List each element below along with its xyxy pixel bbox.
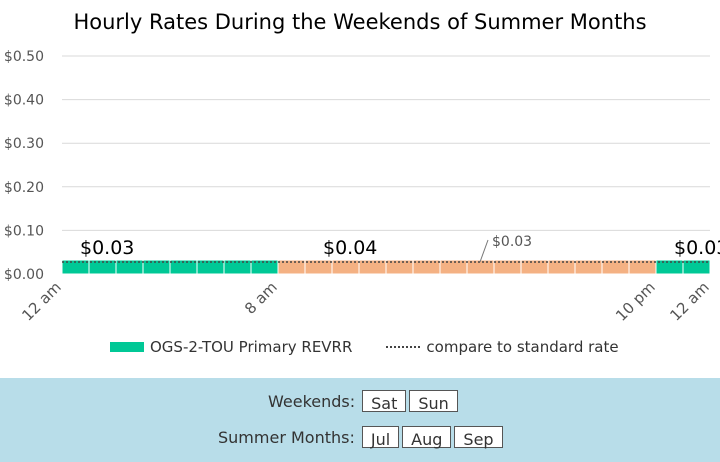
- data-label: $0.03: [674, 237, 720, 259]
- jul-button[interactable]: Jul: [361, 426, 400, 449]
- x-tick-label: 12 am: [666, 278, 712, 324]
- months-row: Summer Months: Jul Aug Sep: [218, 426, 503, 449]
- x-tick-label: 10 pm: [612, 278, 659, 325]
- standard-rate-label: $0.03: [492, 234, 532, 250]
- chart-panel: Hourly Rates During the Weekends of Summ…: [0, 0, 720, 378]
- data-label: $0.04: [323, 237, 377, 259]
- sat-button[interactable]: Sat: [362, 390, 407, 413]
- y-tick-label: $0.20: [4, 180, 44, 196]
- months-label: Summer Months:: [218, 427, 355, 447]
- data-label: $0.03: [80, 237, 134, 259]
- legend-swatch-primary: [110, 342, 144, 352]
- legend-swatch-standard: [386, 346, 421, 348]
- standard-rate-leader: [479, 239, 489, 263]
- weekends-row: Weekends: Sat Sun: [268, 390, 458, 413]
- y-tick-label: $0.10: [4, 223, 44, 239]
- y-tick-label: $0.50: [4, 49, 44, 65]
- rate-chart: $0.00 $0.10 $0.20 $0.30 $0.40 $0.50 $0.03 $0.03…: [4, 49, 720, 325]
- sun-button[interactable]: Sun: [409, 390, 458, 413]
- weekends-label: Weekends:: [268, 391, 356, 411]
- y-tick-label: $0.00: [4, 267, 44, 283]
- chart-title: Hourly Rates During the Weekends of Summ…: [73, 10, 647, 34]
- legend-label-standard: compare to standard rate: [426, 338, 619, 356]
- sep-button[interactable]: Sep: [454, 426, 503, 449]
- y-tick-label: $0.30: [4, 136, 44, 152]
- y-tick-label: $0.40: [4, 93, 44, 109]
- filter-controls: Weekends: Sat Sun Summer Months: Jul Aug…: [0, 378, 720, 462]
- bar: [682, 259, 711, 275]
- aug-button[interactable]: Aug: [402, 426, 452, 449]
- legend-label-primary: OGS-2-TOU Primary REVRR: [150, 338, 353, 356]
- x-tick-label: 8 am: [241, 278, 281, 318]
- legend: OGS-2-TOU Primary REVRR compare to stand…: [110, 338, 619, 356]
- x-tick-label: 12 am: [18, 278, 64, 324]
